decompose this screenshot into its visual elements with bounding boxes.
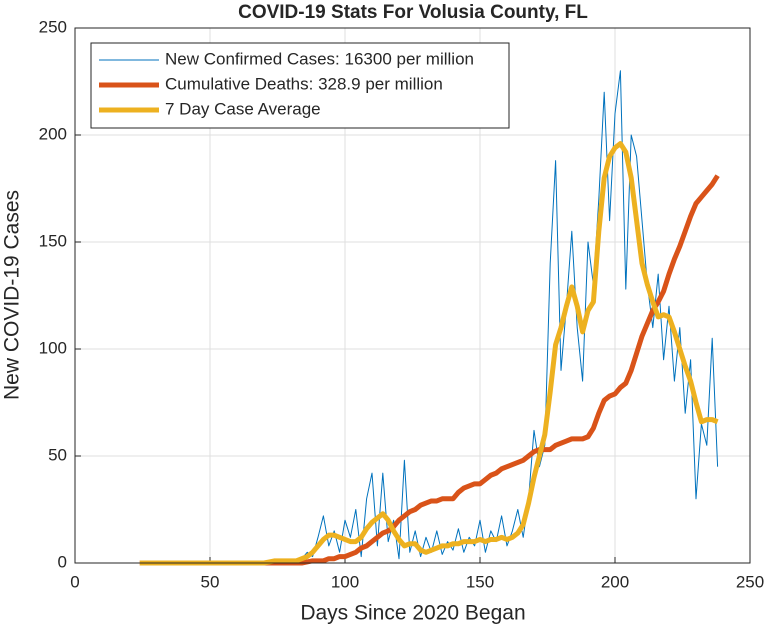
x-tick-label: 0: [70, 572, 79, 591]
legend: New Confirmed Cases: 16300 per million Cu…: [90, 42, 510, 129]
x-tick-label: 150: [466, 572, 494, 591]
x-tick-label: 50: [201, 572, 220, 591]
y-tick-label: 100: [39, 338, 67, 357]
y-tick-label: 50: [48, 445, 67, 464]
x-axis-label: Days Since 2020 Began: [300, 602, 525, 625]
legend-label: Cumulative Deaths: 328.9 per million: [165, 74, 443, 93]
legend-label: New Confirmed Cases: 16300 per million: [165, 49, 474, 68]
x-tick-label: 100: [331, 572, 359, 591]
y-axis-label: New COVID-19 Cases: [1, 190, 24, 400]
y-tick-label: 0: [58, 552, 67, 571]
y-tick-label: 200: [39, 124, 67, 143]
chart-title: COVID-19 Stats For Volusia County, FL: [238, 2, 588, 23]
y-tick-label: 150: [39, 231, 67, 250]
x-tick-label: 250: [736, 572, 764, 591]
legend-label: 7 Day Case Average: [165, 99, 321, 118]
y-tick-label: 250: [39, 17, 67, 36]
legend-box: [90, 42, 510, 129]
x-tick-label: 200: [601, 572, 629, 591]
plot-frame: [74, 27, 751, 564]
